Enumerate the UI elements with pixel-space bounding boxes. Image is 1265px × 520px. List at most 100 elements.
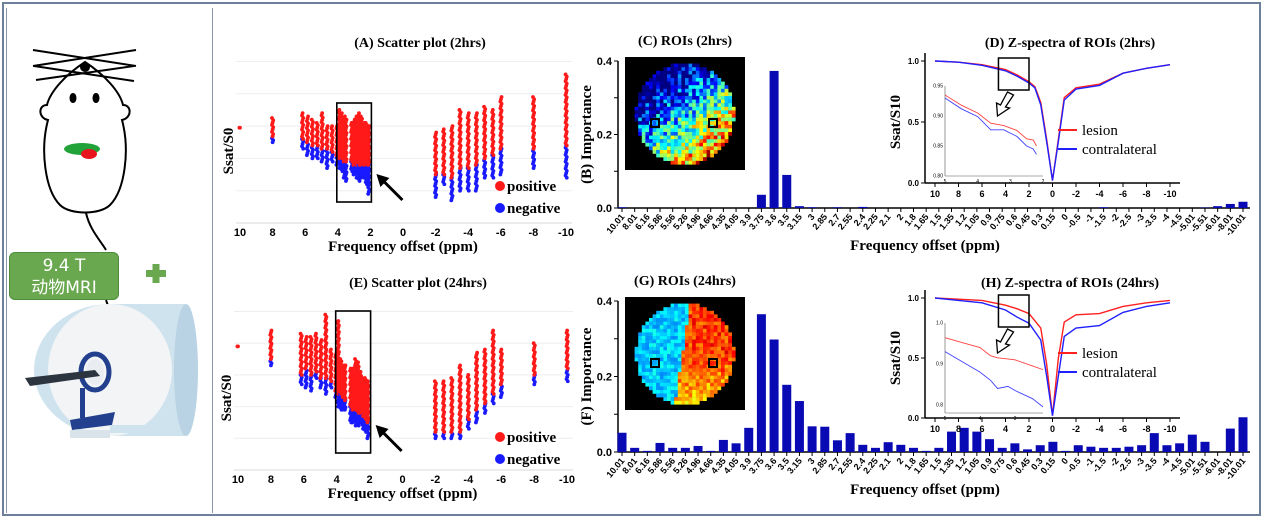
roi-pixel bbox=[652, 321, 657, 326]
roi-pixel bbox=[703, 328, 707, 333]
roi-pixel bbox=[674, 124, 678, 129]
roi-pixel bbox=[685, 146, 689, 151]
roi-pixel bbox=[724, 325, 729, 329]
roi-pixel bbox=[685, 314, 689, 319]
roi-pixel bbox=[659, 139, 664, 143]
roi-pixel bbox=[652, 92, 657, 97]
roi-pixel bbox=[699, 328, 704, 333]
roi-pixel bbox=[721, 88, 725, 93]
x-tick-label: -2 bbox=[1072, 424, 1080, 434]
roi-pixel bbox=[659, 321, 664, 326]
roi-pixel bbox=[645, 96, 650, 100]
roi-pixel bbox=[721, 114, 725, 118]
roi-pixel bbox=[688, 139, 693, 143]
roi-pixel bbox=[695, 81, 700, 86]
roi-pixel bbox=[706, 132, 711, 136]
roi-pixel bbox=[667, 318, 671, 322]
roi-pixel bbox=[634, 106, 639, 111]
roi-pixel bbox=[721, 368, 725, 373]
positive-point bbox=[491, 328, 496, 333]
roi-pixel bbox=[681, 364, 686, 369]
roi-pixel bbox=[677, 332, 682, 337]
roi-pixel bbox=[706, 354, 711, 358]
positive-point bbox=[319, 338, 324, 342]
positive-point bbox=[344, 117, 349, 122]
roi-pixel bbox=[692, 364, 696, 369]
roi-pixel bbox=[717, 110, 722, 115]
positive-point bbox=[356, 360, 360, 365]
roi-pixel bbox=[663, 157, 668, 161]
roi-pixel bbox=[688, 110, 693, 115]
roi-pixel bbox=[652, 142, 657, 147]
roi-pixel bbox=[699, 357, 704, 362]
roi-pixel bbox=[681, 135, 686, 140]
scatter-column bbox=[336, 108, 342, 170]
roi-pixel bbox=[670, 142, 675, 147]
roi-pixel bbox=[685, 70, 689, 75]
inset-line-contralateral bbox=[944, 97, 1037, 155]
arrow-head-icon bbox=[375, 425, 389, 438]
y-axis-label: Ssat/S0 bbox=[221, 128, 237, 175]
roi-pixel bbox=[674, 117, 678, 122]
roi-pixel bbox=[685, 67, 689, 71]
x-tick-label: 0 bbox=[1050, 189, 1055, 199]
bar bbox=[1099, 447, 1109, 452]
roi-pixel bbox=[656, 96, 660, 100]
roi-pixel bbox=[681, 350, 686, 355]
scatter-column bbox=[482, 347, 488, 415]
roi-pixel bbox=[699, 314, 704, 319]
roi-pixel bbox=[645, 328, 650, 333]
roi-pixel bbox=[663, 318, 668, 322]
bar bbox=[820, 426, 830, 452]
x-tick-label: -8 bbox=[1142, 189, 1150, 199]
roi-pixel bbox=[649, 135, 653, 140]
roi-pixel bbox=[663, 390, 668, 394]
roi-pixel bbox=[681, 124, 686, 129]
bar bbox=[706, 450, 716, 452]
roi-pixel bbox=[692, 139, 696, 143]
roi-pixel bbox=[659, 74, 664, 79]
roi-pixel bbox=[724, 372, 729, 376]
roi-pixel bbox=[699, 318, 704, 322]
positive-point bbox=[308, 334, 313, 339]
roi-pixel bbox=[728, 92, 732, 97]
roi-pixel bbox=[688, 368, 693, 373]
roi-pixel bbox=[692, 314, 696, 319]
roi-pixel bbox=[688, 382, 693, 387]
roi-pixel bbox=[721, 328, 725, 333]
roi-pixel bbox=[641, 96, 646, 100]
roi-pixel bbox=[674, 368, 678, 373]
roi-pixel bbox=[670, 63, 675, 68]
roi-pixel bbox=[685, 318, 689, 322]
roi-pixel bbox=[645, 88, 650, 93]
roi-pixel bbox=[663, 96, 668, 100]
roi-pixel bbox=[659, 117, 664, 122]
roi-pixel bbox=[663, 357, 668, 362]
roi-pixel bbox=[670, 375, 675, 380]
roi-pixel bbox=[649, 318, 653, 322]
roi-pixel bbox=[638, 124, 642, 129]
roi-pixel bbox=[710, 85, 714, 89]
roi-pixel bbox=[685, 85, 689, 89]
roi-pixel bbox=[721, 332, 725, 337]
roi-pixel bbox=[656, 146, 660, 151]
roi-pixel bbox=[692, 382, 696, 387]
roi-pixel bbox=[652, 314, 657, 319]
roi-pixel bbox=[688, 332, 693, 337]
roi-pixel bbox=[677, 132, 682, 136]
roi-pixel bbox=[688, 78, 693, 82]
roi-pixel bbox=[699, 361, 704, 365]
roi-pixel bbox=[695, 364, 700, 369]
roi-pixel bbox=[695, 117, 700, 122]
roi-pixel bbox=[703, 85, 707, 89]
roi-pixel bbox=[703, 96, 707, 100]
roi-pixel bbox=[695, 382, 700, 387]
roi-pixel bbox=[728, 346, 732, 351]
roi-pixel bbox=[713, 106, 718, 111]
roi-pixel bbox=[713, 386, 718, 391]
legend-marker-negative bbox=[495, 203, 505, 213]
positive-point bbox=[309, 117, 314, 122]
roi-pixel bbox=[688, 375, 693, 380]
roi-pixel bbox=[681, 153, 686, 158]
roi-pixel bbox=[724, 375, 729, 380]
